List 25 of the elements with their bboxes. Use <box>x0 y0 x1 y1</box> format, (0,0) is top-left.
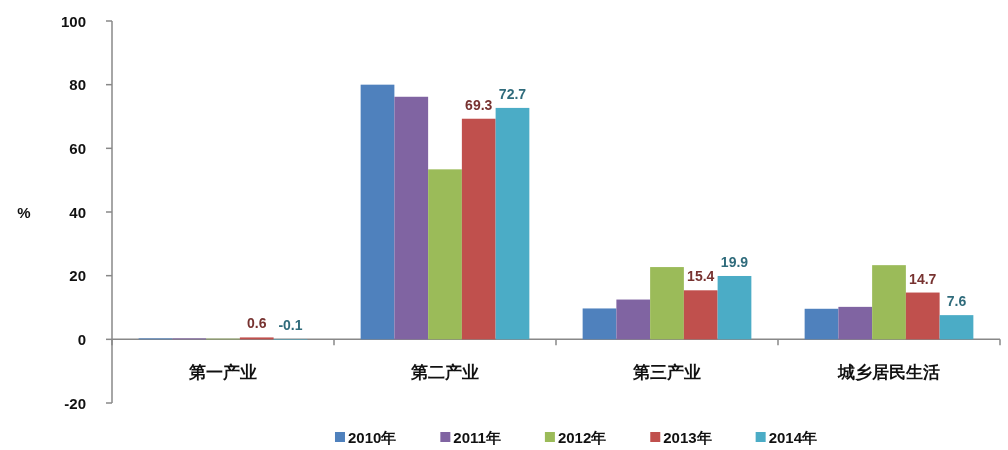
y-tick-label: 80 <box>69 76 86 94</box>
legend-label: 2012年 <box>557 428 607 446</box>
data-label: 72.7 <box>498 85 527 102</box>
data-label: 7.6 <box>946 293 967 310</box>
y-tick-label: 60 <box>69 139 86 157</box>
legend-label: 2010年 <box>347 428 397 446</box>
y-tick-label: 0 <box>77 330 86 348</box>
y-axis-title: % <box>17 203 31 221</box>
x-tick-label: 第三产业 <box>632 362 701 382</box>
x-tick-label: 第二产业 <box>410 362 479 382</box>
x-tick-label: 第一产业 <box>188 362 257 382</box>
legend-label: 2014年 <box>768 428 818 446</box>
legend-label: 2013年 <box>663 428 712 446</box>
data-label: 0.6 <box>247 315 267 332</box>
legend-label: 2011年 <box>453 428 501 446</box>
data-label: 19.9 <box>720 253 749 270</box>
y-tick-label: 20 <box>69 267 86 285</box>
data-label: 15.4 <box>687 268 715 285</box>
y-tick-label: 40 <box>69 203 86 221</box>
data-label: -0.1 <box>278 317 303 334</box>
y-tick-label: 100 <box>60 12 86 30</box>
data-label: 69.3 <box>465 96 493 113</box>
data-label: 14.7 <box>909 270 937 287</box>
y-tick-label: -20 <box>64 394 86 412</box>
x-tick-label: 城乡居民生活 <box>837 362 940 382</box>
